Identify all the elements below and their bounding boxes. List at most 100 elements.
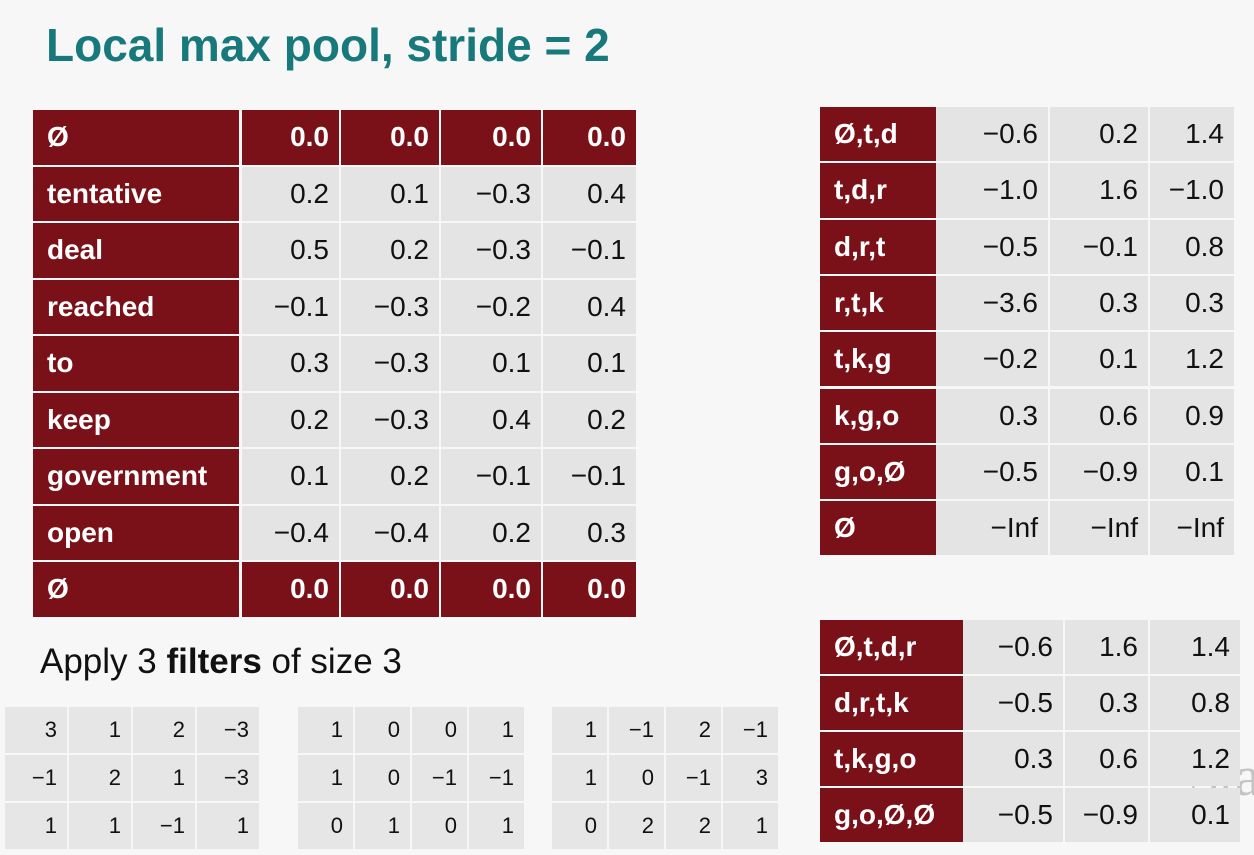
row-label: keep (33, 392, 239, 447)
value-cell: 0.1 (543, 336, 636, 391)
value-cell: −0.1 (543, 223, 636, 278)
filter-cell: −1 (412, 755, 467, 801)
value-cell: 0.4 (543, 166, 636, 221)
row-label: d,r,t (820, 219, 936, 274)
value-cell: 0.3 (242, 336, 339, 391)
value-cell: 0.0 (242, 562, 339, 617)
value-cell: 0.1 (1150, 444, 1234, 500)
value-cell: −1.0 (1150, 163, 1234, 218)
value-cell: 0.8 (1150, 676, 1240, 730)
value-cell: 0.3 (1150, 275, 1234, 331)
value-cell: −0.9 (1065, 788, 1148, 842)
value-cell: 0.1 (1050, 332, 1148, 387)
filter-cell: 0 (355, 755, 410, 801)
value-cell: −0.9 (1050, 444, 1148, 500)
value-cell: 0.4 (441, 392, 541, 447)
value-cell: −0.1 (441, 449, 541, 504)
filter-cell: 1 (69, 707, 131, 753)
value-cell: −0.6 (963, 620, 1063, 674)
filter-cell: 0 (355, 707, 410, 753)
value-cell: 0.2 (341, 223, 439, 278)
value-cell: −0.5 (963, 788, 1063, 842)
row-label: t,d,r (820, 163, 936, 218)
value-cell: 1.2 (1150, 732, 1240, 786)
filter-cell: −1 (666, 755, 721, 801)
filter-cell: 2 (609, 803, 664, 849)
filter-cell: 0 (412, 707, 467, 753)
value-cell: −3.6 (936, 275, 1048, 331)
value-cell: −0.4 (242, 505, 339, 560)
filter-cell: −1 (469, 755, 524, 801)
filter-cell: 1 (469, 707, 524, 753)
value-cell: 0.0 (441, 110, 541, 165)
row-label: reached (33, 279, 239, 334)
filter-cell: 3 (723, 755, 778, 801)
filter-cell: 0 (552, 803, 607, 849)
filter-cell: −3 (197, 707, 259, 753)
value-cell: −0.3 (341, 336, 439, 391)
row-label: Ø (33, 562, 239, 617)
value-cell: −Inf (1050, 501, 1148, 556)
caption-text: Apply 3 (40, 642, 167, 681)
filter-cell: 1 (552, 755, 607, 801)
filter-cell: 1 (197, 803, 259, 849)
value-cell: −0.4 (341, 505, 439, 560)
value-cell: 0.0 (441, 562, 541, 617)
value-cell: 0.3 (1050, 275, 1148, 331)
filter-cell: 0 (609, 755, 664, 801)
value-cell: −0.3 (441, 223, 541, 278)
row-label: Ø (820, 501, 936, 556)
row-label: k,g,o (820, 388, 936, 443)
value-cell: −0.2 (441, 279, 541, 334)
filter-cell: 1 (355, 803, 410, 849)
value-cell: 0.1 (242, 449, 339, 504)
value-cell: 0.0 (242, 110, 339, 165)
row-label: g,o,Ø (820, 444, 936, 500)
value-cell: −0.6 (936, 107, 1048, 162)
row-label: t,k,g (820, 332, 936, 387)
filter-cell: 2 (666, 803, 721, 849)
value-cell: 1.4 (1150, 107, 1234, 162)
row-label: open (33, 505, 239, 560)
filter-cell: 1 (69, 803, 131, 849)
filter-cell: 3 (5, 707, 67, 753)
filter-cell: 1 (723, 803, 778, 849)
slide-title: Local max pool, stride = 2 (46, 19, 610, 71)
row-label: tentative (33, 166, 239, 221)
value-cell: 0.0 (341, 562, 439, 617)
value-cell: 0.8 (1150, 219, 1234, 274)
value-cell: 0.1 (441, 336, 541, 391)
row-label: Ø (33, 110, 239, 165)
row-label: government (33, 449, 239, 504)
filter-cell: 0 (412, 803, 467, 849)
value-cell: 0.0 (543, 110, 636, 165)
filter-cell: 1 (469, 803, 524, 849)
filter-cell: 2 (133, 707, 195, 753)
filter-cell: 1 (133, 755, 195, 801)
value-cell: 1.6 (1065, 620, 1148, 674)
row-label: deal (33, 223, 239, 278)
value-cell: 0.3 (963, 732, 1063, 786)
value-cell: 0.9 (1150, 388, 1234, 443)
row-label: Ø,t,d,r (820, 620, 963, 674)
value-cell: 0.3 (543, 505, 636, 560)
value-cell: −1.0 (936, 163, 1048, 218)
caption-bold: filters (166, 642, 262, 681)
value-cell: 0.2 (543, 392, 636, 447)
value-cell: −0.3 (441, 166, 541, 221)
value-cell: 0.2 (242, 392, 339, 447)
row-label: to (33, 336, 239, 391)
value-cell: 1.4 (1150, 620, 1240, 674)
filter-cell: 2 (69, 755, 131, 801)
filter-cell: 0 (298, 803, 353, 849)
value-cell: 0.2 (441, 505, 541, 560)
caption-text: of size 3 (261, 642, 402, 681)
value-cell: 0.4 (543, 279, 636, 334)
value-cell: 0.1 (341, 166, 439, 221)
filter-cell: −1 (609, 707, 664, 753)
row-label: Ø,t,d (820, 107, 936, 162)
value-cell: 1.6 (1050, 163, 1148, 218)
value-cell: 0.2 (242, 166, 339, 221)
value-cell: −0.1 (543, 449, 636, 504)
